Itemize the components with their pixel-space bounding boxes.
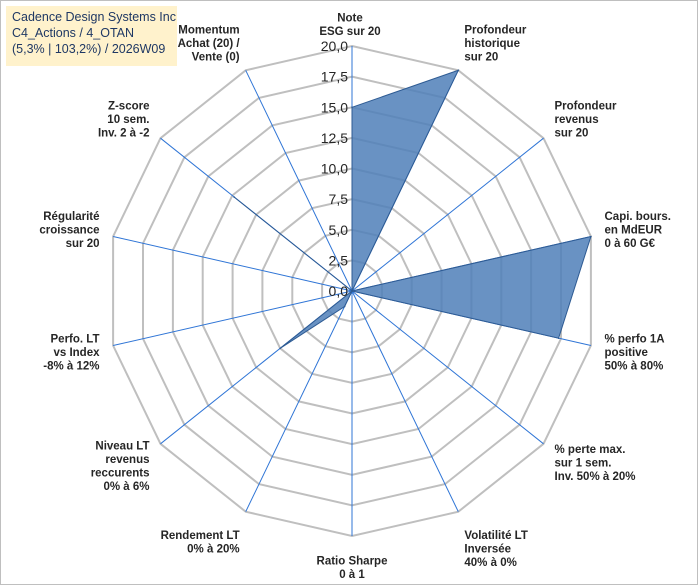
tick-label-8: 20,0 bbox=[321, 38, 348, 54]
tick-label-0: 0,0 bbox=[329, 283, 349, 299]
chart-title-category: C4_Actions / 4_OTAN bbox=[12, 26, 135, 40]
axis-label-9-line-1: revenus bbox=[105, 454, 149, 466]
data-point-13 bbox=[351, 290, 353, 292]
axis-label-3-line-0: Capi. bours. bbox=[605, 211, 671, 223]
axis-label-5-line-1: sur 1 sem. bbox=[555, 457, 612, 469]
data-point-4 bbox=[557, 337, 560, 340]
radar-tick-labels: 0,0 2,5 5,0 7,5 10,0 12,5 15,0 17,5 20,0 bbox=[321, 38, 348, 299]
tick-label-5: 12,5 bbox=[321, 130, 348, 146]
axis-label-4-line-2: 50% à 80% bbox=[605, 361, 664, 373]
axis-label-9-line-3: 0% à 6% bbox=[103, 481, 149, 493]
axis-label-1-line-0: Profondeur bbox=[464, 25, 526, 37]
spoke-11 bbox=[112, 236, 353, 292]
tick-label-7: 17,5 bbox=[321, 69, 348, 85]
axis-label-3-line-2: 0 à 60 G€ bbox=[605, 238, 656, 250]
spoke-8 bbox=[245, 290, 353, 512]
data-point-0 bbox=[351, 106, 353, 109]
axis-label-1-line-2: sur 20 bbox=[464, 52, 498, 64]
axis-label-11-line-0: Régularité bbox=[43, 211, 99, 223]
data-point-3 bbox=[590, 235, 592, 238]
axis-label-13-line-0: Momentum bbox=[178, 25, 239, 37]
axis-label-13-line-2: Vente (0) bbox=[192, 52, 240, 64]
data-point-8 bbox=[343, 305, 346, 308]
axis-label-0-line-0: Note bbox=[337, 13, 363, 25]
axis-label-8: Rendement LT0% à 20% bbox=[161, 530, 240, 556]
data-point-12 bbox=[233, 196, 235, 198]
axis-label-5: % perte max.sur 1 sem. Inv. 50% à 20% bbox=[555, 444, 636, 483]
axis-label-2-line-0: Profondeur bbox=[555, 101, 617, 113]
tick-label-4: 10,0 bbox=[321, 161, 348, 177]
axis-label-11-line-2: sur 20 bbox=[66, 238, 100, 250]
data-point-1 bbox=[457, 69, 460, 72]
axis-label-5-line-0: % perte max. bbox=[555, 444, 626, 456]
axis-label-10-line-2: -8% à 12% bbox=[43, 361, 99, 373]
tick-label-3: 7,5 bbox=[329, 191, 349, 207]
axis-label-9-line-0: Niveau LT bbox=[95, 441, 149, 453]
axis-label-8-line-0: Rendement LT bbox=[161, 530, 240, 542]
axis-label-0-line-1: ESG sur 20 bbox=[319, 26, 380, 38]
axis-label-12-line-0: Z-score bbox=[108, 101, 150, 113]
chart-title-stats: (5,3% | 103,2%) / 2026W09 bbox=[12, 42, 166, 56]
spoke-6 bbox=[351, 290, 459, 512]
axis-label-6-line-0: Volatilité LT bbox=[464, 530, 527, 542]
axis-label-7-line-1: 0 à 1 bbox=[339, 569, 365, 581]
axis-label-2-line-1: revenus bbox=[555, 114, 599, 126]
axis-label-7-line-0: Ratio Sharpe bbox=[317, 556, 388, 568]
axis-label-10-line-0: Perfo. LT bbox=[51, 334, 100, 346]
spoke-2 bbox=[351, 137, 544, 292]
axis-label-8-line-1: 0% à 20% bbox=[187, 543, 239, 555]
axis-label-1-line-1: historique bbox=[464, 38, 520, 50]
data-point-9 bbox=[279, 347, 282, 350]
axis-label-12-line-2: Inv. 2 à -2 bbox=[98, 128, 150, 140]
axis-label-4-line-1: positive bbox=[605, 347, 648, 359]
chart-title-box: Cadence Design Systems Inc C4_Actions / … bbox=[6, 6, 177, 66]
axis-label-11-line-1: croissance bbox=[39, 225, 99, 237]
radar-series bbox=[233, 69, 592, 350]
tick-label-1: 2,5 bbox=[329, 252, 349, 268]
axis-label-4-line-0: % perfo 1A bbox=[605, 334, 665, 346]
axis-label-6-line-1: Inversée bbox=[464, 543, 511, 555]
chart-title-company: Cadence Design Systems Inc bbox=[12, 10, 176, 24]
tick-label-2: 5,0 bbox=[329, 222, 349, 238]
axis-label-2-line-2: sur 20 bbox=[555, 128, 589, 140]
axis-label-9-line-2: reccurents bbox=[91, 468, 150, 480]
axis-label-6-line-2: 40% à 0% bbox=[464, 557, 516, 569]
axis-label-5-line-2: Inv. 50% à 20% bbox=[555, 471, 636, 483]
series-area bbox=[233, 69, 592, 349]
spoke-5 bbox=[351, 290, 544, 445]
spoke-10 bbox=[112, 290, 353, 346]
tick-label-6: 15,0 bbox=[321, 99, 348, 115]
axis-label-3-line-1: en MdEUR bbox=[605, 225, 663, 237]
axis-label-12-line-1: 10 sem. bbox=[107, 114, 149, 126]
spoke-13 bbox=[245, 70, 353, 292]
axis-label-13-line-1: Achat (20) / bbox=[178, 38, 241, 50]
axis-label-10-line-1: vs Index bbox=[53, 347, 100, 359]
